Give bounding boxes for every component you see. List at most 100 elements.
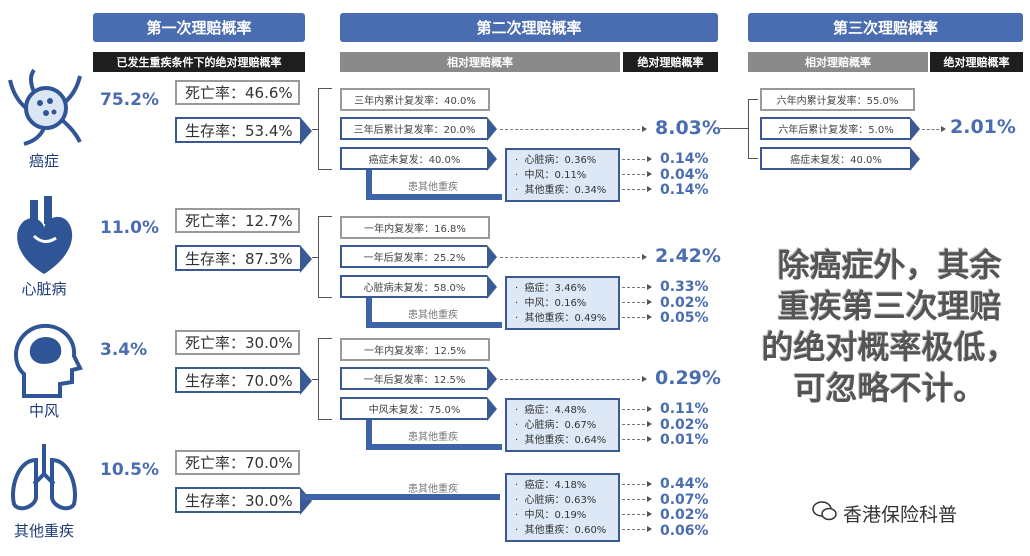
bullet: · [515,283,525,294]
dashed-arrow [922,126,946,132]
other-disease-arrow-shaft [300,494,500,500]
second-box-1: 三年后累计复发率：20.0% [340,117,497,141]
dashed-arrow [622,284,652,290]
second-absolute-value: 0.29% [655,367,721,389]
brain-icon [4,318,84,398]
item-text: 心脏病：0.67% [524,420,597,431]
bullet: · [515,510,525,521]
item-text: 其他重疾：0.34% [524,185,607,196]
third-box-1: 六年后累计复发率：5.0% [760,117,920,141]
dashed-arrow [500,376,647,382]
dashed-arrow [622,481,652,487]
death-rate-box: 死亡率：70.0% [175,450,300,475]
bracket [318,338,332,420]
other-disease-box: · 癌症：4.48% · 心脏病：0.67% · 其他重疾：0.64% [505,398,620,452]
absolute-value: 0.02% [660,416,709,433]
lungs-icon [4,438,84,518]
absolute-value: 0.14% [660,182,709,198]
logo-text: 香港保险科普 [843,504,958,526]
absolute-value: 0.02% [660,507,709,523]
disease-label: 中风 [28,402,59,420]
other-disease-label: 患其他重疾 [408,432,458,443]
cancer-cell-icon [4,68,84,148]
bullet: · [515,298,525,309]
connector-line [312,379,318,380]
bullet: · [515,170,525,181]
first-claim-percent: 3.4% [100,340,148,360]
other-disease-arrow-shaft [366,444,502,450]
other-disease-item: · 中风：0.11% [515,168,618,183]
first-claim-percent: 11.0% [100,218,159,238]
item-text: 其他重疾：0.49% [524,313,607,324]
bullet: · [515,420,525,431]
first-claim-percent: 75.2% [100,90,159,110]
other-disease-item: · 其他重疾：0.34% [515,183,618,198]
item-text: 中风：0.16% [524,298,587,309]
item-text: 其他重疾：0.64% [524,435,607,446]
second-box-2: 心脏病未复发：58.0% [340,275,497,299]
other-disease-arrow-shaft [366,322,502,328]
item-text: 心脏病：0.63% [524,495,597,506]
note-line: 除癌症外，其余 [777,246,1002,284]
second-absolute-value: 2.42% [655,245,721,267]
other-disease-arrow-stem [366,298,372,328]
connector-line [312,257,318,258]
second-box-0: 一年内复发率：16.8% [340,216,490,239]
dashed-arrow [622,421,652,427]
other-disease-item: · 中风：0.16% [515,296,618,311]
connector-line [312,129,318,130]
other-disease-item: · 其他重疾：0.64% [515,433,618,448]
item-text: 其他重疾：0.60% [524,525,607,536]
dashed-arrow [622,314,652,320]
second-box-2: 癌症未复发：40.0% [340,147,497,171]
survival-rate-box: 生存率：30.0% [175,487,312,515]
death-rate-box: 死亡率：46.6% [175,80,300,105]
absolute-value: 0.06% [660,522,709,539]
absolute-value: 0.33% [660,279,709,295]
disease-label: 心脏病 [21,280,67,298]
bullet: · [515,405,525,416]
second-claim-header: 第二次理赔概率 [340,13,718,42]
dashed-arrow [622,171,652,177]
bullet: · [515,313,525,324]
first-claim-percent: 10.5% [100,460,159,480]
dashed-arrow [622,436,652,442]
second-box-2: 中风未复发：75.0% [340,397,497,421]
other-disease-arrow-stem [366,170,372,200]
absolute-value: 0.05% [660,310,709,326]
bullet: · [515,185,525,196]
other-disease-box: · 癌症：4.18% · 心脏病：0.63% · 中风：0.19% · 其他重疾：0.… [505,473,620,542]
other-disease-item: · 其他重疾：0.60% [515,523,618,538]
item-text: 癌症：4.18% [524,480,587,491]
dashed-arrow [622,526,652,532]
survival-rate-box: 生存率：87.3% [175,245,312,273]
absolute-value: 0.04% [660,166,709,183]
absolute-value: 0.14% [660,151,709,167]
death-rate-box: 死亡率：30.0% [175,330,300,355]
bracket [318,88,332,170]
third-relative-subheader: 相对理赔概率 [748,52,928,72]
survival-rate-box: 生存率：53.4% [175,117,312,145]
absolute-value: 0.44% [660,476,709,492]
item-text: 中风：0.11% [524,170,587,181]
bullet: · [515,495,525,506]
other-disease-item: · 心脏病：0.36% [515,153,618,168]
heart-icon [4,196,84,276]
absolute-value: 0.01% [660,432,709,448]
note-text: 除癌症外，其余 重疾第三次理赔 的绝对概率极低， 可忽略不计。 [752,245,1027,409]
second-box-1: 一年后复发率：25.2% [340,245,497,269]
other-disease-item: · 中风：0.19% [515,508,618,523]
note-line: 的绝对概率极低， [761,328,1018,366]
death-rate-box: 死亡率：12.7% [175,208,300,233]
dashed-arrow [622,406,652,412]
other-disease-label: 患其他重疾 [408,310,458,321]
other-disease-arrow-shaft [366,194,502,200]
dashed-arrow [622,186,652,192]
second-absolute-subheader: 绝对理赔概率 [623,52,718,72]
item-text: 癌症：4.48% [524,405,587,416]
item-text: 心脏病：0.36% [524,155,597,166]
bullet: · [515,525,525,536]
other-disease-label: 患其他重疾 [408,182,458,193]
third-claim-header: 第三次理赔概率 [748,13,1023,42]
